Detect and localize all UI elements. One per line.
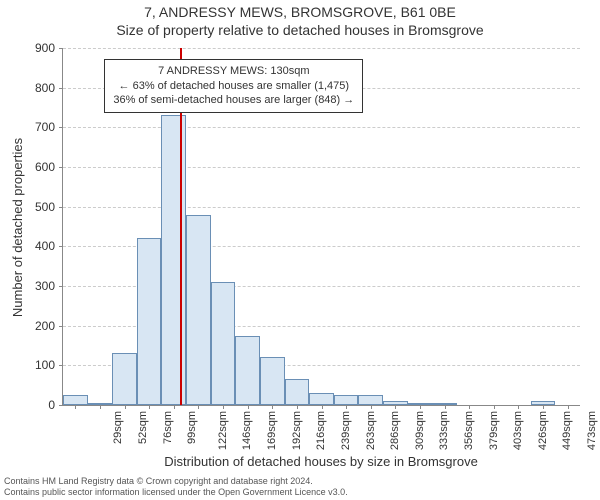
- gridline: [63, 207, 580, 208]
- chart-subtitle: Size of property relative to detached ho…: [0, 22, 600, 38]
- histogram-bar: [137, 238, 162, 405]
- x-tick: [420, 405, 421, 409]
- x-tick-label: 99sqm: [186, 411, 198, 444]
- plot-area: 010020030040050060070080090029sqm52sqm76…: [62, 48, 580, 406]
- x-tick: [198, 405, 199, 409]
- x-tick: [75, 405, 76, 409]
- histogram-bar: [112, 353, 137, 405]
- gridline: [63, 127, 580, 128]
- x-tick: [297, 405, 298, 409]
- x-tick-label: 426sqm: [537, 411, 549, 450]
- x-tick: [518, 405, 519, 409]
- x-tick-label: 239sqm: [340, 411, 352, 450]
- annotation-line-2: ← 63% of detached houses are smaller (1,…: [113, 79, 354, 94]
- gridline: [63, 167, 580, 168]
- x-tick: [174, 405, 175, 409]
- chart-title: 7, ANDRESSY MEWS, BROMSGROVE, B61 0BE: [0, 4, 600, 20]
- histogram-bar: [309, 393, 334, 405]
- x-tick: [125, 405, 126, 409]
- y-tick: [59, 127, 63, 128]
- y-tick: [59, 48, 63, 49]
- x-tick: [445, 405, 446, 409]
- x-tick-label: 263sqm: [365, 411, 377, 450]
- footer-line-2: Contains public sector information licen…: [4, 487, 596, 498]
- x-tick-label: 449sqm: [562, 411, 574, 450]
- x-tick: [371, 405, 372, 409]
- y-tick-label: 200: [35, 319, 55, 333]
- x-tick-label: 403sqm: [512, 411, 524, 450]
- x-tick-label: 76sqm: [162, 411, 174, 444]
- x-tick: [149, 405, 150, 409]
- y-tick-label: 400: [35, 239, 55, 253]
- x-tick: [272, 405, 273, 409]
- y-tick-label: 800: [35, 81, 55, 95]
- y-tick: [59, 207, 63, 208]
- x-tick-label: 29sqm: [112, 411, 124, 444]
- x-tick: [494, 405, 495, 409]
- x-tick: [322, 405, 323, 409]
- y-tick: [59, 405, 63, 406]
- y-tick: [59, 365, 63, 366]
- x-tick: [248, 405, 249, 409]
- histogram-bar: [358, 395, 383, 405]
- histogram-bar: [235, 336, 260, 405]
- x-tick: [100, 405, 101, 409]
- x-tick: [543, 405, 544, 409]
- annotation-line-1: 7 ANDRESSY MEWS: 130sqm: [113, 64, 354, 79]
- x-tick-label: 146sqm: [242, 411, 254, 450]
- x-tick-label: 356sqm: [463, 411, 475, 450]
- y-axis-label: Number of detached properties: [10, 48, 25, 406]
- histogram-bar: [161, 115, 186, 405]
- y-tick: [59, 88, 63, 89]
- x-tick-label: 122sqm: [217, 411, 229, 450]
- x-tick-label: 309sqm: [414, 411, 426, 450]
- x-tick: [346, 405, 347, 409]
- chart-wrap: 7, ANDRESSY MEWS, BROMSGROVE, B61 0BE Si…: [0, 0, 600, 500]
- x-tick-label: 216sqm: [315, 411, 327, 450]
- y-tick-label: 900: [35, 41, 55, 55]
- footer-attribution: Contains HM Land Registry data © Crown c…: [4, 476, 596, 499]
- y-tick: [59, 167, 63, 168]
- x-tick: [395, 405, 396, 409]
- x-tick-label: 52sqm: [137, 411, 149, 444]
- y-tick: [59, 286, 63, 287]
- x-tick-label: 379sqm: [488, 411, 500, 450]
- x-tick-label: 286sqm: [389, 411, 401, 450]
- x-tick: [223, 405, 224, 409]
- x-tick-label: 169sqm: [266, 411, 278, 450]
- x-tick: [568, 405, 569, 409]
- x-tick: [469, 405, 470, 409]
- y-tick-label: 600: [35, 160, 55, 174]
- footer-line-1: Contains HM Land Registry data © Crown c…: [4, 476, 596, 487]
- x-tick-label: 192sqm: [291, 411, 303, 450]
- histogram-bar: [260, 357, 285, 405]
- y-tick-label: 500: [35, 200, 55, 214]
- x-tick-label: 473sqm: [586, 411, 598, 450]
- annotation-line-3: 36% of semi-detached houses are larger (…: [113, 93, 354, 108]
- x-tick-label: 333sqm: [438, 411, 450, 450]
- y-tick: [59, 326, 63, 327]
- y-tick-label: 0: [48, 398, 55, 412]
- histogram-bar: [186, 215, 211, 405]
- histogram-bar: [285, 379, 310, 405]
- histogram-bar: [334, 395, 359, 405]
- y-tick-label: 300: [35, 279, 55, 293]
- y-tick-label: 100: [35, 358, 55, 372]
- y-axis-label-text: Number of detached properties: [10, 137, 25, 316]
- gridline: [63, 48, 580, 49]
- x-axis-label: Distribution of detached houses by size …: [62, 454, 580, 469]
- annotation-box: 7 ANDRESSY MEWS: 130sqm← 63% of detached…: [104, 59, 363, 114]
- y-tick: [59, 246, 63, 247]
- y-tick-label: 700: [35, 120, 55, 134]
- histogram-bar: [63, 395, 88, 405]
- histogram-bar: [211, 282, 236, 405]
